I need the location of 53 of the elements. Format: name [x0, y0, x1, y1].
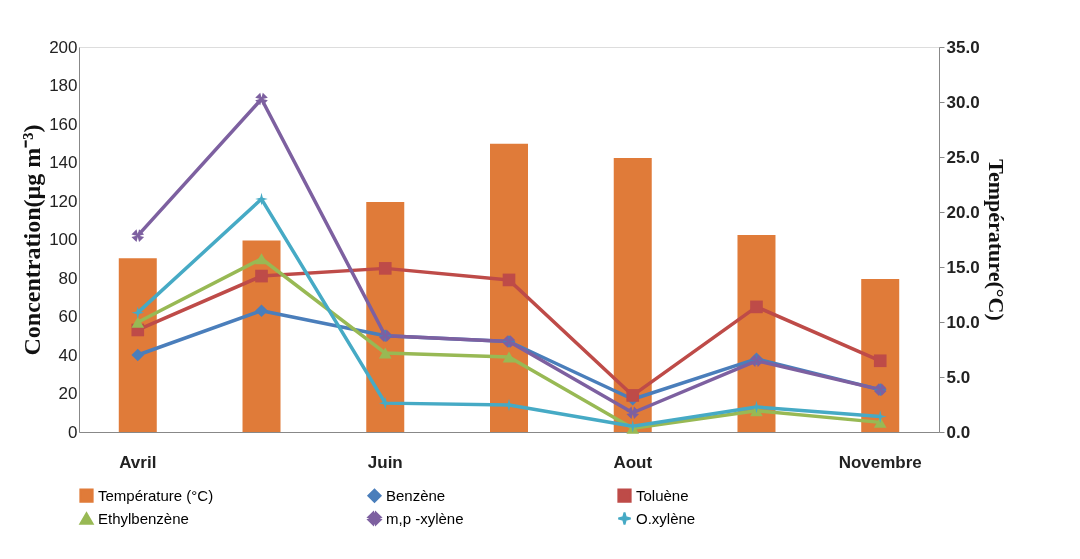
point	[502, 351, 516, 363]
bar	[118, 258, 157, 432]
y-tick-label: 80	[58, 268, 78, 288]
legend-label: O.xylène	[636, 509, 696, 527]
point	[131, 306, 145, 319]
y2-tick-label: 10.0	[946, 312, 980, 332]
point	[873, 416, 887, 428]
y-tick-label: 100	[49, 230, 78, 249]
point	[255, 92, 268, 106]
legend-label: Toluène	[636, 486, 689, 504]
point	[626, 389, 640, 402]
y-tick-label: 60	[58, 307, 78, 326]
y-tick-label: 180	[49, 76, 78, 95]
point	[131, 229, 145, 242]
y2-tick-label: 5.0	[946, 367, 971, 387]
point	[131, 316, 145, 328]
y2-tick-label: 30.0	[946, 92, 980, 112]
x-tick-label: Aout	[613, 452, 653, 472]
bar	[490, 143, 528, 432]
point	[502, 273, 516, 287]
y-tick-label: 120	[49, 191, 78, 211]
y-tick-label: 160	[49, 114, 78, 134]
bar	[613, 158, 652, 432]
point	[131, 348, 145, 362]
point	[378, 262, 392, 275]
x-tick-label: Avril	[119, 452, 157, 472]
x-tick-label: Juin	[367, 452, 403, 472]
y2-axis-title: Température(°C)	[983, 159, 1009, 321]
point	[255, 192, 268, 206]
y-tick-label: 20	[58, 384, 78, 403]
y-tick-label: 40	[58, 345, 78, 365]
bar	[242, 240, 281, 432]
x-tick-label: Novembre	[838, 452, 922, 472]
y2-tick-label: 25.0	[946, 147, 980, 167]
y2-tick-label: 0.0	[946, 422, 971, 442]
y-tick-label: 0	[68, 422, 78, 442]
legend-label: Température (°C)	[98, 486, 214, 504]
bar	[861, 279, 900, 432]
point	[255, 269, 268, 283]
y2-tick-label: 35.0	[946, 37, 980, 57]
point	[626, 406, 640, 420]
legend-label: m,p -xylène	[386, 509, 464, 527]
y-axis-title: Concentration(µg m⁻³)	[19, 124, 46, 356]
point	[255, 304, 268, 318]
y2-tick-label: 15.0	[946, 257, 980, 277]
point	[873, 354, 887, 368]
y2-tick-label: 20.0	[946, 202, 980, 222]
point	[750, 300, 763, 314]
legend-label: Benzène	[386, 486, 446, 504]
legend-label: Ethylbenzène	[98, 509, 189, 527]
y-tick-label: 140	[49, 153, 78, 172]
point	[378, 347, 392, 359]
y-tick-label: 200	[49, 37, 78, 57]
